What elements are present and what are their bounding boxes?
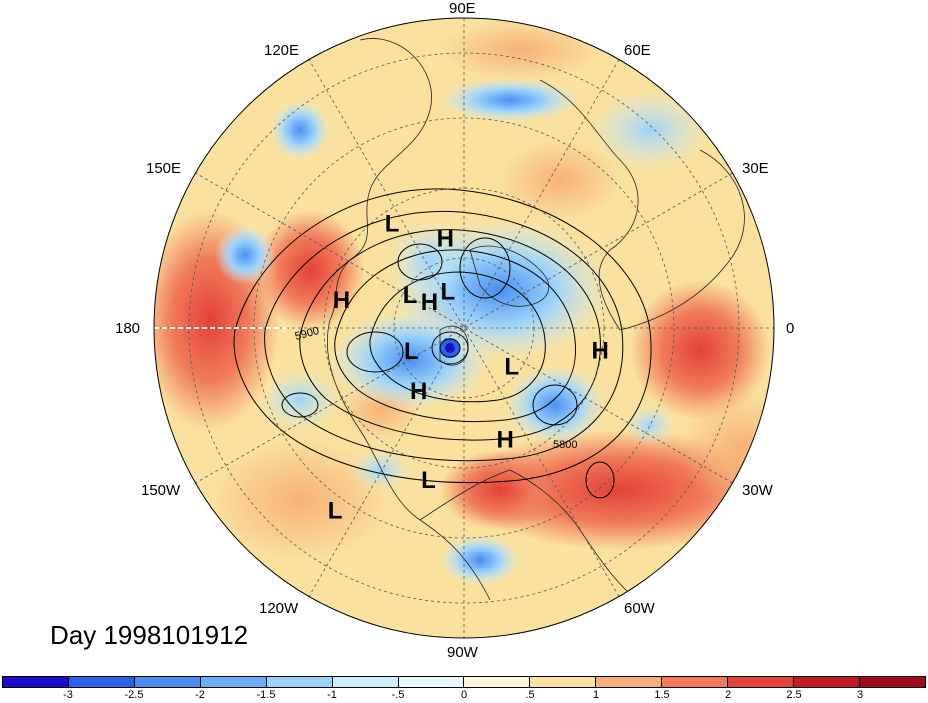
colorbar-tick-label: 1: [592, 689, 600, 701]
map-boundary: [153, 17, 775, 639]
low-pressure-marker: L: [385, 211, 400, 238]
colorbar-swatch: [859, 677, 925, 687]
high-pressure-marker: H: [333, 287, 350, 314]
colorbar: [2, 676, 926, 688]
lon-label-0: 0: [786, 320, 795, 337]
colorbar-swatch: [3, 677, 69, 687]
colorbar-tick-label: -1: [327, 689, 337, 701]
colorbar-swatch: [794, 677, 860, 687]
lon-label-120e: 120E: [264, 42, 300, 59]
colorbar-tick-label: 2.5: [786, 689, 802, 701]
low-pressure-marker: L: [440, 279, 455, 306]
low-pressure-marker: L: [504, 353, 519, 380]
colorbar-tick-label: -.5: [391, 689, 405, 701]
colorbar-tick-label: -1.5: [256, 689, 276, 701]
colorbar-ticks: -3 -2.5 -2 -1.5 -1 -.5 0 .5 1 1.5 2 2.5 3: [2, 689, 926, 703]
lon-label-60w: 60W: [624, 600, 655, 617]
lon-label-150w: 150W: [141, 482, 181, 499]
height-contours: [233, 188, 652, 499]
high-pressure-marker: H: [497, 426, 514, 453]
colorbar-swatch: [266, 677, 333, 687]
high-pressure-marker: H: [410, 378, 427, 405]
day-title: Day 1998101912: [50, 620, 249, 650]
low-pressure-marker: L: [328, 497, 343, 524]
high-pressure-marker: H: [592, 337, 609, 364]
colorbar-swatch: [464, 677, 531, 687]
contour-label-5800: 5800: [553, 439, 577, 451]
colorbar-swatch: [530, 677, 597, 687]
lon-label-180: 180: [115, 320, 141, 337]
colorbar-swatch: [596, 677, 663, 687]
lon-label-30e: 30E: [742, 160, 769, 177]
colorbar-swatch: [662, 677, 729, 687]
lon-label-30w: 30W: [742, 482, 773, 499]
colorbar-tick-label: 2: [724, 689, 732, 701]
high-pressure-marker: H: [421, 289, 438, 316]
colorbar-tick-label: 3: [856, 689, 864, 701]
colorbar-tick-label: .5: [525, 689, 535, 701]
colorbar-tick-label: -2: [195, 689, 205, 701]
colorbar-swatch: [728, 677, 795, 687]
low-pressure-marker: L: [404, 338, 419, 365]
colorbar-swatch: [134, 677, 201, 687]
colorbar-swatch: [332, 677, 399, 687]
colorbar-tick-label: 0: [460, 689, 468, 701]
graticule: [154, 18, 774, 638]
colorbar-tick-label: -3: [63, 689, 73, 701]
high-pressure-marker: H: [437, 225, 454, 252]
colorbar-swatch: [398, 677, 465, 687]
lon-label-90w: 90W: [447, 644, 478, 661]
lon-label-120w: 120W: [259, 600, 299, 617]
low-pressure-marker: L: [421, 467, 436, 494]
colorbar-tick-label: 1.5: [654, 689, 670, 701]
lon-label-60e: 60E: [624, 42, 651, 59]
lon-label-90e: 90E: [449, 0, 476, 17]
low-pressure-marker: L: [403, 282, 418, 309]
colorbar-swatch: [68, 677, 135, 687]
colorbar-tick-label: -2.5: [124, 689, 144, 701]
lon-label-150e: 150E: [146, 160, 182, 177]
colorbar-swatch: [200, 677, 267, 687]
